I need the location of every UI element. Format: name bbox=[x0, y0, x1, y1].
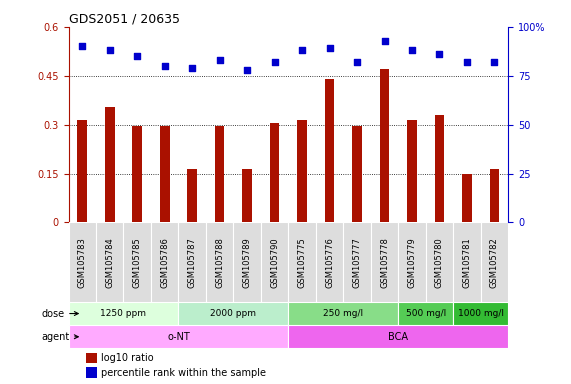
Text: GSM105790: GSM105790 bbox=[270, 237, 279, 288]
Text: GSM105787: GSM105787 bbox=[188, 237, 196, 288]
Bar bbox=[288, 325, 508, 348]
Text: 1250 ppm: 1250 ppm bbox=[100, 309, 147, 318]
Bar bbox=[462, 174, 472, 222]
Text: GSM105783: GSM105783 bbox=[78, 237, 87, 288]
Text: 1000 mg/l: 1000 mg/l bbox=[458, 309, 504, 318]
Bar bbox=[371, 222, 399, 302]
Bar bbox=[69, 302, 178, 325]
Text: BCA: BCA bbox=[388, 332, 408, 342]
Text: GSM105776: GSM105776 bbox=[325, 237, 334, 288]
Text: 250 mg/l: 250 mg/l bbox=[323, 309, 363, 318]
Text: GSM105778: GSM105778 bbox=[380, 237, 389, 288]
Bar bbox=[481, 222, 508, 302]
Bar bbox=[407, 120, 417, 222]
Point bbox=[243, 67, 252, 73]
Bar bbox=[86, 353, 97, 362]
Point bbox=[270, 59, 279, 65]
Bar bbox=[316, 222, 343, 302]
Point bbox=[463, 59, 472, 65]
Bar bbox=[261, 222, 288, 302]
Text: o-NT: o-NT bbox=[167, 332, 190, 342]
Bar bbox=[160, 126, 170, 222]
Point bbox=[352, 59, 361, 65]
Text: percentile rank within the sample: percentile rank within the sample bbox=[102, 367, 267, 377]
Bar bbox=[288, 222, 316, 302]
Bar bbox=[297, 120, 307, 222]
Bar bbox=[288, 302, 399, 325]
Bar bbox=[270, 123, 279, 222]
Text: 2000 ppm: 2000 ppm bbox=[210, 309, 256, 318]
Bar bbox=[105, 107, 115, 222]
Bar bbox=[242, 169, 252, 222]
Text: GSM105780: GSM105780 bbox=[435, 237, 444, 288]
Text: GSM105788: GSM105788 bbox=[215, 237, 224, 288]
Point bbox=[490, 59, 499, 65]
Bar bbox=[69, 325, 288, 348]
Bar bbox=[399, 302, 453, 325]
Point bbox=[132, 53, 142, 59]
Text: dose: dose bbox=[41, 308, 78, 319]
Bar bbox=[380, 69, 389, 222]
Point bbox=[297, 47, 307, 53]
Bar bbox=[426, 222, 453, 302]
Bar bbox=[352, 126, 362, 222]
Bar bbox=[69, 222, 96, 302]
Point bbox=[188, 65, 197, 71]
Bar bbox=[123, 222, 151, 302]
Bar bbox=[178, 302, 288, 325]
Point bbox=[325, 45, 334, 51]
Text: GSM105785: GSM105785 bbox=[132, 237, 142, 288]
Bar bbox=[234, 222, 261, 302]
Bar bbox=[399, 222, 426, 302]
Bar bbox=[343, 222, 371, 302]
Text: GSM105789: GSM105789 bbox=[243, 237, 252, 288]
Text: 500 mg/l: 500 mg/l bbox=[405, 309, 446, 318]
Point bbox=[215, 57, 224, 63]
Text: agent: agent bbox=[41, 332, 78, 342]
Bar bbox=[86, 367, 97, 377]
Text: GDS2051 / 20635: GDS2051 / 20635 bbox=[69, 13, 179, 26]
Bar bbox=[206, 222, 234, 302]
Bar bbox=[187, 169, 197, 222]
Text: log10 ratio: log10 ratio bbox=[102, 353, 154, 362]
Bar bbox=[325, 79, 335, 222]
Text: GSM105782: GSM105782 bbox=[490, 237, 499, 288]
Bar bbox=[453, 302, 508, 325]
Bar bbox=[215, 126, 224, 222]
Text: GSM105784: GSM105784 bbox=[105, 237, 114, 288]
Text: GSM105779: GSM105779 bbox=[408, 237, 416, 288]
Bar bbox=[151, 222, 178, 302]
Point bbox=[380, 38, 389, 44]
Bar bbox=[178, 222, 206, 302]
Point bbox=[78, 43, 87, 50]
Bar bbox=[490, 169, 499, 222]
Point bbox=[408, 47, 417, 53]
Point bbox=[435, 51, 444, 57]
Bar bbox=[435, 115, 444, 222]
Bar bbox=[78, 120, 87, 222]
Bar bbox=[96, 222, 123, 302]
Bar bbox=[132, 126, 142, 222]
Text: GSM105777: GSM105777 bbox=[352, 237, 361, 288]
Text: GSM105781: GSM105781 bbox=[463, 237, 472, 288]
Point bbox=[105, 47, 114, 53]
Bar bbox=[453, 222, 481, 302]
Text: GSM105775: GSM105775 bbox=[297, 237, 307, 288]
Text: GSM105786: GSM105786 bbox=[160, 237, 169, 288]
Point bbox=[160, 63, 169, 69]
